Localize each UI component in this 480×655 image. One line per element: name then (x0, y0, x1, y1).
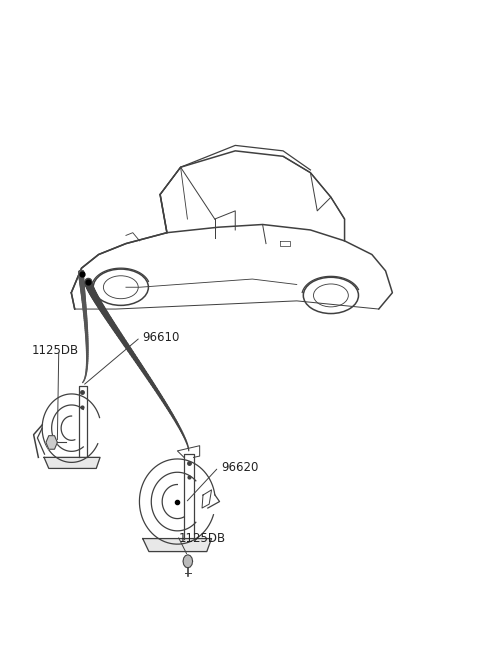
Text: 1125DB: 1125DB (179, 532, 226, 545)
Polygon shape (183, 555, 192, 568)
Text: 96620: 96620 (221, 460, 258, 474)
Polygon shape (143, 538, 212, 552)
Polygon shape (46, 436, 57, 449)
Text: 1125DB: 1125DB (31, 344, 78, 357)
Polygon shape (44, 457, 100, 468)
Text: 96610: 96610 (143, 331, 180, 344)
